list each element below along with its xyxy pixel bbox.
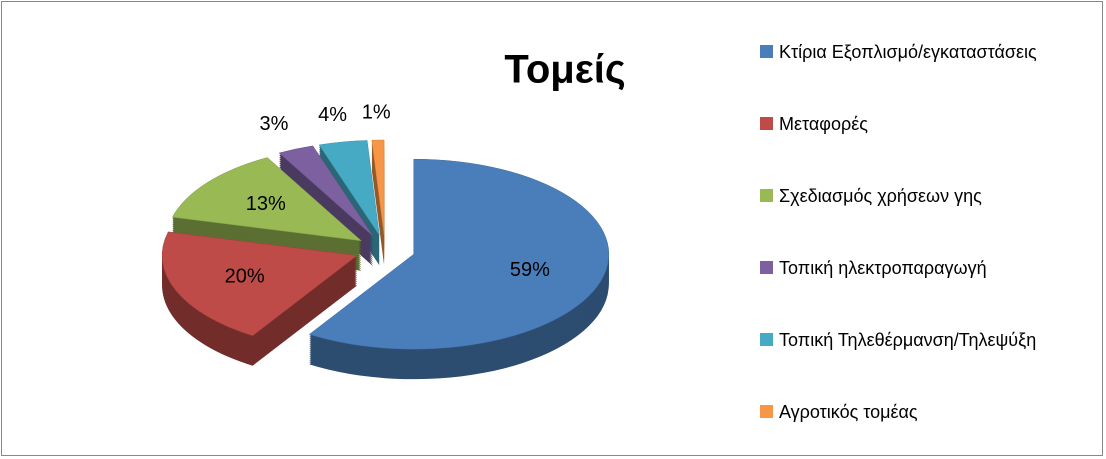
data-label: 20% — [225, 265, 265, 287]
slice-top — [172, 157, 363, 242]
legend-label: Τοπική Τηλεθέρμανση/Τηλεψύξη — [779, 330, 1037, 350]
legend-item: Αγροτικός τομέας — [760, 394, 1090, 459]
legend-label: Μεταφορές — [779, 114, 868, 134]
legend-swatch — [760, 117, 773, 130]
data-label: 13% — [246, 193, 286, 215]
chart-title: Τομείς — [504, 48, 625, 92]
pie-slice — [371, 139, 385, 266]
legend-swatch — [760, 261, 773, 274]
legend-label: Σχεδιασμός χρήσεων γης — [779, 186, 982, 206]
legend-swatch — [760, 189, 773, 202]
legend-label: Αγροτικός τομέας — [779, 402, 918, 422]
slice-top — [278, 145, 374, 237]
data-label: 4% — [318, 104, 347, 126]
data-label: 3% — [260, 113, 289, 135]
legend-label: Κτίρια Εξοπλισμό/εγκαταστάσεις — [779, 42, 1037, 62]
legend-item: Σχεδιασμός χρήσεων γης — [760, 178, 1090, 250]
legend-swatch — [760, 45, 773, 58]
legend-item: Κτίρια Εξοπλισμό/εγκαταστάσεις — [760, 34, 1090, 106]
slice-top — [318, 140, 380, 236]
slice-top — [371, 139, 385, 236]
legend-swatch — [760, 405, 773, 418]
slice-top — [308, 158, 610, 350]
pie-slice — [161, 231, 358, 366]
legend-label: Τοπική ηλεκτροπαραγωγή — [779, 258, 987, 278]
legend: Κτίρια Εξοπλισμό/εγκαταστάσεις Μεταφορές Σ… — [760, 34, 1090, 459]
data-label: 1% — [362, 102, 391, 124]
data-label: 59% — [510, 259, 550, 281]
legend-item: Τοπική ηλεκτροπαραγωγή — [760, 250, 1090, 322]
slice-top — [161, 231, 358, 337]
legend-item: Τοπική Τηλεθέρμανση/Τηλεψύξη — [760, 322, 1090, 394]
pie-slice — [308, 158, 610, 380]
legend-swatch — [760, 333, 773, 346]
legend-item: Μεταφορές — [760, 106, 1090, 178]
